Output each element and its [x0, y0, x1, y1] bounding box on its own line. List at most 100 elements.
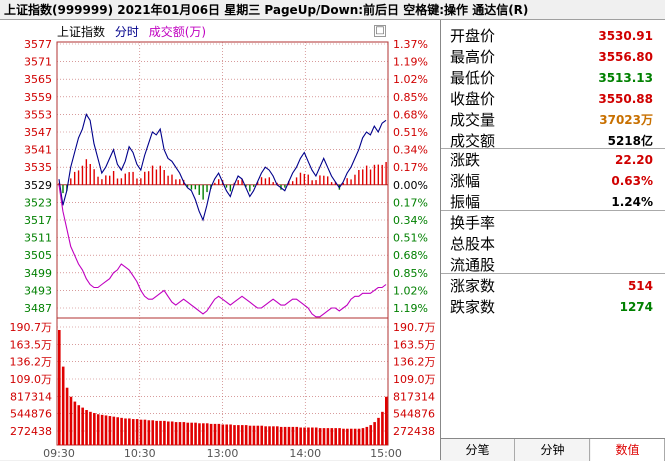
volume-bar [357, 428, 361, 445]
volume-bar [240, 425, 244, 445]
price-tick-label: 3559 [24, 91, 52, 104]
tab-2[interactable]: 数值 [591, 439, 665, 461]
pct-tick-label: 1.19% [393, 302, 428, 315]
breadth-bar [105, 175, 107, 185]
volume-bar [264, 426, 267, 445]
volume-bar [283, 426, 287, 445]
volume-tick-label: 136.2万 [10, 356, 53, 369]
volume-bar [279, 426, 283, 445]
volume-bar [81, 407, 84, 445]
breadth-bar [186, 184, 189, 187]
breadth-bar [175, 179, 177, 185]
volume-bar [369, 425, 373, 445]
close-icon[interactable]: □ [374, 25, 386, 37]
stat-row: 换手率 [441, 213, 665, 233]
stat-value: 5218亿 [607, 134, 653, 148]
price-tick-label: 3565 [24, 73, 52, 86]
price-tick-label: 3529 [24, 179, 52, 192]
volume-bar [174, 422, 178, 445]
stat-row: 成交额 5218亿 [441, 131, 665, 151]
stat-row: 总股本 [441, 234, 665, 254]
volume-bar [314, 427, 318, 445]
volume-bar [112, 416, 116, 445]
pct-tick-label: 1.02% [393, 284, 428, 297]
volume-bar [116, 417, 119, 445]
pct-tick-label: 0.51% [393, 126, 428, 139]
breadth-bar [354, 174, 356, 185]
stat-value: 3556.80 [598, 50, 653, 64]
stat-row: 成交量 37023万 [441, 110, 665, 130]
breadth-bar [70, 178, 72, 185]
stat-label: 成交量 [450, 111, 496, 129]
breadth-bar [198, 184, 200, 195]
volume-bar [287, 426, 291, 445]
volume-bar [276, 426, 279, 445]
volume-bar [256, 425, 260, 445]
breadth-bar [167, 175, 169, 185]
breadth-bar [225, 184, 228, 188]
volume-bar [229, 424, 232, 445]
breadth-bar [381, 164, 383, 185]
breadth-bar [299, 172, 302, 185]
tab-0[interactable]: 分笔 [441, 439, 515, 461]
volume-bar [330, 428, 334, 445]
average-line [58, 184, 387, 318]
intraday-chart-panel[interactable]: 3577 1.37% 3571 1.19% 3565 1.02% 3559 0.85% 3553… [0, 20, 440, 460]
breadth-bar [272, 182, 274, 185]
volume-tick-label: 544876 [10, 408, 52, 421]
volume-bar [93, 413, 96, 445]
volume-bar [100, 414, 104, 445]
breadth-bar [116, 178, 119, 185]
volume-bar [252, 425, 256, 445]
stat-label: 涨跌 [450, 151, 481, 169]
volume-bar [342, 428, 345, 445]
breadth-bar [89, 164, 91, 185]
pct-tick-label: 1.02% [393, 73, 428, 86]
pct-tick-label: 0.51% [393, 232, 428, 245]
volume-bar [108, 416, 112, 445]
breadth-bar [245, 184, 247, 187]
volume-bar [244, 425, 248, 445]
stat-row: 开盘价 3530.91 [441, 26, 665, 46]
stat-row: 振幅 1.24% [441, 192, 665, 212]
breadth-bar [256, 181, 259, 185]
breadth-bar [206, 184, 208, 193]
volume-bar [221, 424, 225, 445]
breadth-bar [315, 180, 317, 185]
volume-bar [96, 414, 100, 445]
stat-value: 3550.88 [598, 92, 653, 106]
volume-bar [151, 420, 155, 445]
volume-bar [260, 425, 264, 445]
stat-label: 流通股 [450, 256, 496, 274]
volume-bar [147, 420, 151, 445]
price-tick-label: 3547 [24, 126, 52, 139]
intraday-chart[interactable]: 3577 1.37% 3571 1.19% 3565 1.02% 3559 0.85% 3553… [0, 20, 440, 460]
tab-1[interactable]: 分钟 [516, 439, 590, 461]
volume-bar [170, 421, 174, 445]
volume-bar [334, 428, 337, 445]
breadth-bar [155, 169, 158, 185]
stat-label: 换手率 [450, 214, 496, 232]
volume-tick-label: 272438 [10, 425, 52, 438]
breadth-bar [151, 165, 154, 185]
volume-tick-label: 109.0万 [10, 373, 53, 386]
stat-label: 收盘价 [450, 90, 496, 108]
breadth-bar [147, 171, 150, 185]
volume-bar [268, 426, 271, 445]
volume-bar [385, 396, 388, 445]
breadth-bar [144, 171, 146, 185]
volume-bar [338, 428, 341, 445]
pct-tick-label: 0.85% [393, 267, 428, 280]
volume-bar [248, 425, 252, 445]
volume-bar [272, 426, 275, 445]
breadth-bar [377, 164, 380, 185]
volume-bar [85, 410, 88, 445]
breadth-bar [311, 180, 313, 185]
legend-index-name: 上证指数 [57, 25, 106, 39]
breadth-bar [159, 165, 162, 185]
stat-value: 0.63% [611, 174, 653, 188]
volume-bar [159, 420, 162, 445]
volume-tick-label-right: 163.5万 [393, 338, 436, 351]
volume-bar [135, 419, 139, 445]
price-tick-label: 3571 [24, 56, 52, 69]
